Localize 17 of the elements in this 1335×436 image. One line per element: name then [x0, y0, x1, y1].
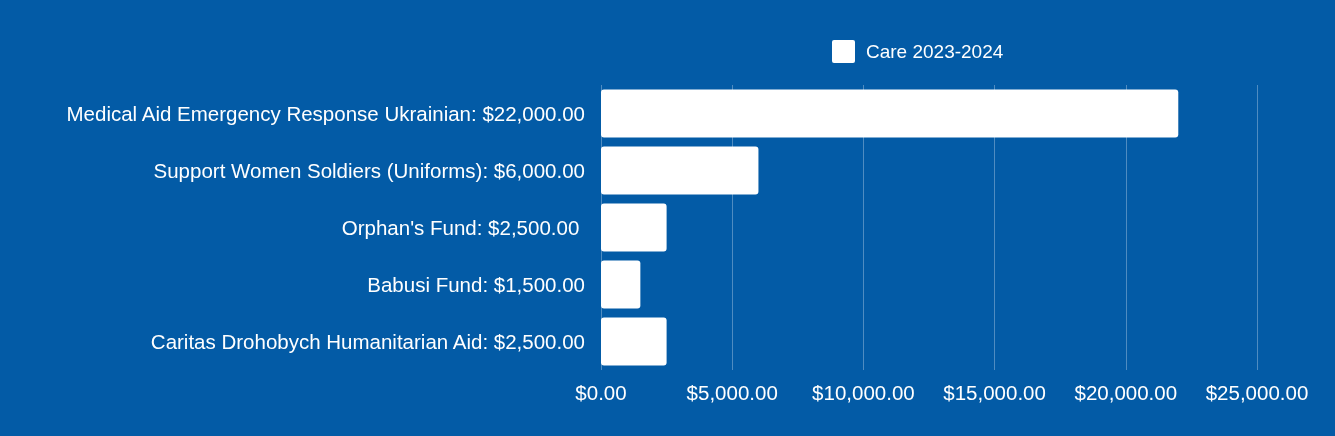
y-tick-label: Caritas Drohobych Humanitarian Aid: $2,500.00: [150, 330, 585, 353]
y-tick-label: Babusi Fund: $1,500.00: [367, 273, 585, 296]
x-tick-label: $0.00: [575, 381, 627, 404]
x-tick-label: $10,000.00: [812, 381, 915, 404]
y-tick-label: Orphan's Fund: $2,500.00: [341, 216, 585, 239]
x-tick-label: $20,000.00: [1074, 381, 1178, 404]
bar: [601, 146, 759, 195]
bar: [601, 260, 641, 309]
x-tick-label: $5,000.00: [686, 381, 778, 404]
y-tick-label: Support Women Soldiers (Uniforms): $6,000.00: [153, 159, 585, 182]
x-tick-label: $25,000.00: [1205, 381, 1309, 404]
x-tick-label: $15,000.00: [943, 381, 1046, 404]
bar: [601, 89, 1179, 138]
y-tick-label: Medical Aid Emergency Response Ukrainian: $22,000.00: [66, 102, 585, 125]
bar: [601, 203, 667, 252]
legend-label: Care 2023-2024: [866, 41, 1004, 62]
bar: [601, 317, 667, 366]
